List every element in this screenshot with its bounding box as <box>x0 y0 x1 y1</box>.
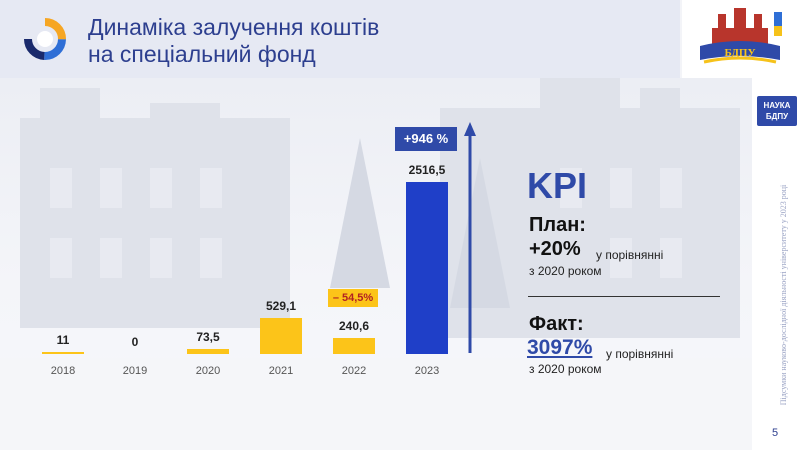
x-tick-2019: 2019 <box>122 365 148 377</box>
fact-value: 3097% <box>527 336 593 359</box>
background-photo <box>0 78 752 450</box>
bar-2022 <box>333 337 375 354</box>
funding-bar-chart: 11 2018 0 2019 73,5 2020 529,1 2021 240,6 2022 251… <box>0 78 520 450</box>
bar-value-label-2018: 11 <box>56 333 70 347</box>
x-tick-2018: 2018 <box>50 365 76 377</box>
badge-line-2: БДПУ <box>765 112 789 121</box>
title-line-2: на спеціальний фонд <box>88 41 316 67</box>
fact-comment-line-2: з 2020 роком <box>529 362 602 376</box>
page-number: 5 <box>772 427 779 439</box>
plan-value: +20% <box>529 238 581 260</box>
bar-value-label-2023: 2516,5 <box>408 163 446 177</box>
plan-comment-line-2: з 2020 роком <box>529 264 602 278</box>
plan-label: План: <box>529 214 586 236</box>
bar-value-label-2019: 0 <box>131 335 139 349</box>
kpi-title: KPI <box>527 165 588 206</box>
callout-2022: – 54,5% <box>328 289 378 307</box>
right-sidebar <box>752 78 800 450</box>
bar-2023 <box>406 182 448 354</box>
bar-value-label-2022: 240,6 <box>338 318 370 333</box>
bar-2018 <box>42 352 84 354</box>
bar-2021 <box>260 317 302 354</box>
science-badge: НАУКА БДПУ <box>757 96 797 126</box>
x-tick-2021: 2021 <box>268 365 294 377</box>
title-line-1: Динаміка залучення коштів <box>88 14 380 40</box>
bar-value-label-2021: 529,1 <box>265 298 297 313</box>
x-tick-2022: 2022 <box>341 365 367 377</box>
vertical-caption-text: Підсумки науково-дослідної діяльності ун… <box>779 184 788 406</box>
bar-value-label-2020: 73,5 <box>196 329 220 344</box>
callout-2023: +946 % <box>395 127 457 151</box>
x-tick-2023: 2023 <box>414 365 440 377</box>
badge-line-1: НАУКА <box>763 101 791 110</box>
plan-comment-line-1: у порівнянні <box>596 248 664 262</box>
university-crest: БДПУ <box>682 0 800 78</box>
fact-label: Факт: <box>529 313 584 335</box>
slide-title: Динаміка залучення коштів на спеціальний… <box>88 14 379 68</box>
bar-2020 <box>187 348 229 354</box>
x-tick-2020: 2020 <box>195 365 221 377</box>
growth-arrow-icon <box>464 122 476 353</box>
ring-logo-icon <box>24 18 66 60</box>
kpi-divider <box>528 296 720 297</box>
vertical-caption: Підсумки науково-дослідної діяльності ун… <box>773 184 788 408</box>
crest-text: БДПУ <box>724 47 755 59</box>
slide-header: Динаміка залучення коштів на спеціальний… <box>0 0 680 78</box>
fact-comment-line-1: у порівнянні <box>606 347 674 361</box>
